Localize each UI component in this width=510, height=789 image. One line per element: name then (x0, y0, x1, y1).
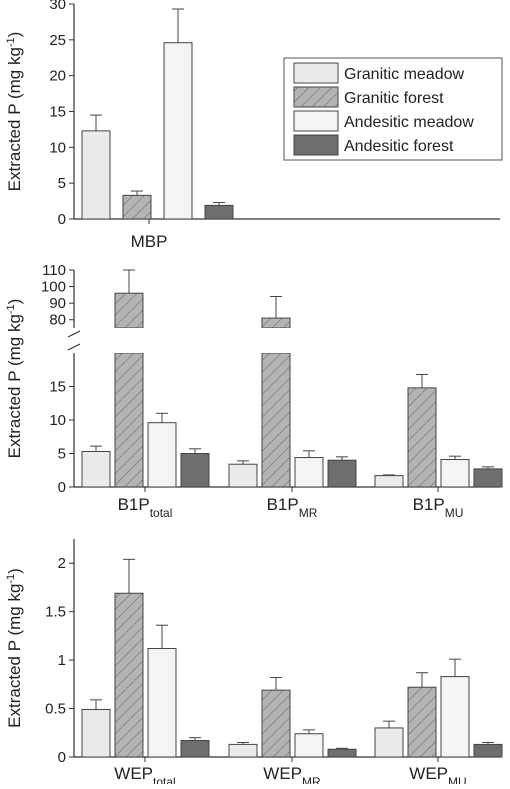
y-tick-label-mbp: 5 (58, 175, 66, 192)
y-tick-label-wep: 2 (58, 555, 66, 572)
y-tick-label-wep: 0.5 (45, 701, 66, 718)
bar-b1p-MR-granitic_forest-upper (261, 317, 291, 329)
bar-b1p-total-granitic_forest-lower (114, 352, 144, 488)
bar-b1p-total-granitic_meadow (81, 450, 111, 488)
y-tick-label-mbp: 30 (49, 0, 66, 13)
bar-wep-MU-granitic_forest (407, 686, 437, 758)
bar-b1p-MR-andesitic_forest (327, 459, 357, 488)
category-label-b1p-total: B1Ptotal (118, 495, 173, 520)
y-axis-label-wep: Extracted P (mg kg-1) (5, 568, 24, 728)
category-label-mbp: MBP (131, 232, 168, 251)
category-label-b1p-MU: B1PMU (413, 495, 464, 520)
bar-mbp-andesitic_meadow (163, 42, 193, 220)
y-tick-label-upper-b1p: 80 (49, 312, 66, 329)
y-tick-label-mbp: 20 (49, 68, 66, 85)
legend-label-andesitic_forest: Andesitic forest (344, 138, 454, 155)
bar-b1p-MR-granitic_meadow (228, 463, 258, 488)
y-tick-label-mbp: 25 (49, 32, 66, 49)
legend-swatch-andesitic_forest (293, 134, 339, 156)
bar-wep-MU-andesitic_forest (473, 743, 503, 758)
y-tick-label-lower-b1p: 0 (58, 479, 66, 496)
y-tick-label-wep: 1.5 (45, 604, 66, 621)
bar-b1p-total-andesitic_forest (180, 453, 210, 488)
y-tick-label-wep: 1 (58, 652, 66, 669)
bar-mbp-andesitic_forest (204, 204, 234, 220)
bar-wep-total-granitic_forest (114, 592, 144, 758)
bar-wep-total-granitic_meadow (81, 709, 111, 758)
bar-b1p-total-andesitic_meadow (147, 422, 177, 488)
legend-label-granitic_meadow: Granitic meadow (344, 66, 464, 83)
bar-b1p-MR-andesitic_meadow (294, 457, 324, 488)
y-tick-label-upper-b1p: 100 (41, 279, 66, 296)
category-label-wep-MR: WEPMR (263, 764, 321, 784)
axis-break-mark-1 (67, 330, 81, 338)
bar-break-gap (114, 328, 144, 353)
bar-wep-total-andesitic_forest (180, 740, 210, 758)
bar-wep-MR-granitic_meadow (228, 743, 258, 758)
axis-break-mark-2 (67, 343, 81, 351)
bar-wep-MR-andesitic_meadow (294, 733, 324, 758)
bar-b1p-MU-granitic_forest (407, 387, 437, 488)
legend-swatch-andesitic_meadow (293, 110, 339, 132)
bar-mbp-granitic_meadow (81, 130, 111, 220)
bar-break-gap (261, 328, 291, 353)
bar-b1p-MU-granitic_meadow (374, 475, 404, 488)
y-tick-label-mbp: 0 (58, 211, 66, 228)
legend-label-andesitic_meadow: Andesitic meadow (344, 114, 474, 131)
y-tick-label-wep: 0 (58, 749, 66, 766)
y-axis-label-b1p: Extracted P (mg kg-1) (5, 299, 24, 459)
y-axis-label-mbp: Extracted P (mg kg-1) (5, 32, 24, 192)
y-tick-label-lower-b1p: 10 (49, 412, 66, 429)
y-tick-label-upper-b1p: 90 (49, 295, 66, 312)
bar-b1p-MU-andesitic_meadow (440, 459, 470, 488)
bar-mbp-granitic_forest (122, 194, 152, 220)
bar-b1p-MU-andesitic_forest (473, 468, 503, 488)
y-tick-label-lower-b1p: 15 (49, 379, 66, 396)
bar-wep-MU-andesitic_meadow (440, 676, 470, 758)
bar-wep-MR-granitic_forest (261, 689, 291, 758)
category-label-b1p-MR: B1PMR (267, 495, 318, 520)
bar-b1p-total-granitic_forest-upper (114, 292, 144, 329)
y-tick-label-lower-b1p: 5 (58, 446, 66, 463)
y-tick-label-mbp: 10 (49, 139, 66, 156)
legend-swatch-granitic_meadow (293, 62, 339, 84)
legend-label-granitic_forest: Granitic forest (344, 90, 444, 107)
bar-wep-total-andesitic_meadow (147, 647, 177, 758)
bar-wep-MU-granitic_meadow (374, 727, 404, 758)
y-tick-label-mbp: 15 (49, 104, 66, 121)
legend-swatch-granitic_forest (293, 86, 339, 108)
category-label-wep-total: WEPtotal (114, 764, 175, 784)
category-label-wep-MU: WEPMU (409, 764, 466, 784)
bar-b1p-MR-granitic_forest-lower (261, 352, 291, 488)
y-tick-label-upper-b1p: 110 (42, 262, 66, 279)
bar-wep-MR-andesitic_forest (327, 748, 357, 758)
